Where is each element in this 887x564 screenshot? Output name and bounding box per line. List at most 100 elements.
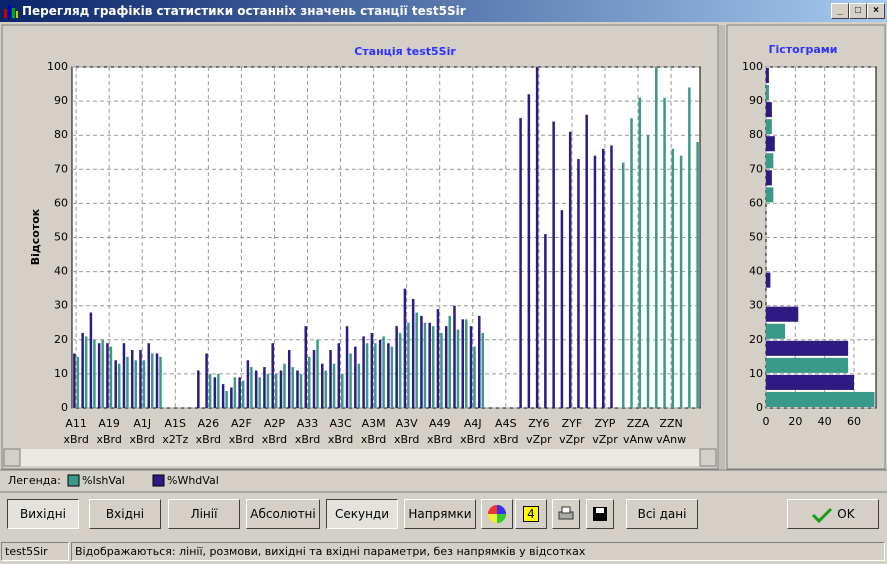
bar (274, 373, 278, 408)
x-tick-label: xBrd (262, 433, 287, 446)
bar (304, 326, 307, 408)
y-tick-label: 70 (749, 162, 763, 175)
x-tick-label: A3C (329, 417, 352, 430)
x-tick-label: vAnw (623, 433, 653, 446)
bar (89, 312, 93, 408)
close[interactable]: × (867, 3, 885, 19)
hist-bar (766, 85, 769, 101)
bar (428, 322, 431, 408)
bar (387, 343, 390, 408)
hist-bar (766, 374, 854, 390)
bar (638, 97, 642, 408)
scroll-left[interactable] (3, 448, 21, 467)
button[interactable]: Лінії (168, 499, 240, 529)
button[interactable]: 4 (515, 499, 547, 529)
bar (213, 377, 217, 408)
bar (568, 131, 572, 409)
button[interactable]: Всі дані (626, 499, 698, 529)
bar (308, 356, 311, 408)
bar (266, 373, 270, 408)
button[interactable]: Абсолютні (246, 499, 320, 529)
bar (465, 319, 468, 408)
bar (332, 363, 336, 408)
status-text: Відображаються: лінії, розмови, вихідні … (71, 542, 885, 561)
window-title: Перегляд графіків статистики останніх зн… (22, 4, 466, 18)
bar (312, 350, 316, 408)
button[interactable]: Секунди (326, 499, 398, 529)
bar (93, 339, 96, 408)
bar (411, 298, 415, 408)
bar (444, 326, 448, 408)
bar (246, 360, 250, 408)
hist-bar (766, 170, 772, 186)
bar (407, 322, 410, 408)
bar (139, 350, 142, 408)
x-tick-label: A3V (396, 417, 419, 430)
splitter[interactable] (719, 25, 725, 469)
x-tick-label: xBrd (130, 433, 155, 446)
y-tick-label: 80 (749, 128, 763, 141)
bar (382, 336, 385, 408)
y-tick-label: 80 (54, 128, 68, 141)
bar (84, 336, 88, 408)
bar (481, 332, 485, 408)
bar (577, 159, 580, 408)
bar (225, 390, 228, 408)
bar (321, 363, 324, 408)
x-tick-label: ZY6 (528, 417, 549, 430)
scroll-right[interactable] (699, 448, 717, 467)
bar (519, 118, 522, 409)
bar (395, 326, 398, 408)
bar (324, 370, 328, 408)
bar (337, 343, 341, 408)
bar (461, 319, 464, 408)
bar (527, 94, 531, 408)
bar (159, 356, 162, 408)
y-tick-label: 20 (54, 333, 68, 346)
bar (130, 350, 134, 408)
bar (147, 343, 150, 408)
bar (142, 360, 146, 408)
y-tick-label: 30 (749, 299, 763, 312)
maximize[interactable]: □ (849, 3, 867, 19)
bar (365, 343, 369, 408)
ok-button[interactable]: OK (787, 499, 879, 529)
button[interactable]: Напрямки (404, 499, 476, 529)
hist-bar (766, 391, 875, 407)
x-tick-label: vAnw (656, 433, 686, 446)
button[interactable]: Вихідні (7, 499, 79, 529)
bar (151, 353, 154, 408)
bar (398, 332, 402, 408)
bar (205, 353, 208, 408)
color-button[interactable] (481, 499, 513, 529)
bar (271, 343, 274, 408)
x-tick-label: 0 (763, 415, 770, 428)
bar (357, 363, 361, 408)
legend-entry: %WhdVal (167, 474, 219, 487)
minimize[interactable]: _ (831, 3, 849, 19)
x-tick-label: ZYP (595, 417, 616, 430)
bar (296, 370, 299, 408)
y-tick-label: 20 (749, 333, 763, 346)
bar (423, 322, 427, 408)
x-tick-label: A4J (464, 417, 482, 430)
button[interactable]: Вхідні (89, 499, 161, 529)
x-tick-label: A1J (133, 417, 151, 430)
legend-swatch (67, 474, 80, 487)
chart-title: Гістограми (769, 43, 838, 56)
hist-bar (766, 119, 772, 135)
y-tick-label: 100 (742, 60, 763, 73)
bar (453, 305, 456, 408)
bar (208, 373, 212, 408)
x-tick-label: A2P (264, 417, 286, 430)
x-tick-label: 20 (788, 415, 802, 428)
bar (362, 336, 365, 408)
title-bar: Перегляд графіків статистики останніх зн… (0, 0, 887, 22)
bar (73, 353, 76, 408)
print-button[interactable] (552, 499, 580, 529)
bar (630, 118, 633, 409)
bar (233, 377, 237, 408)
save-button[interactable] (586, 499, 614, 529)
scrollbar[interactable] (4, 449, 716, 466)
